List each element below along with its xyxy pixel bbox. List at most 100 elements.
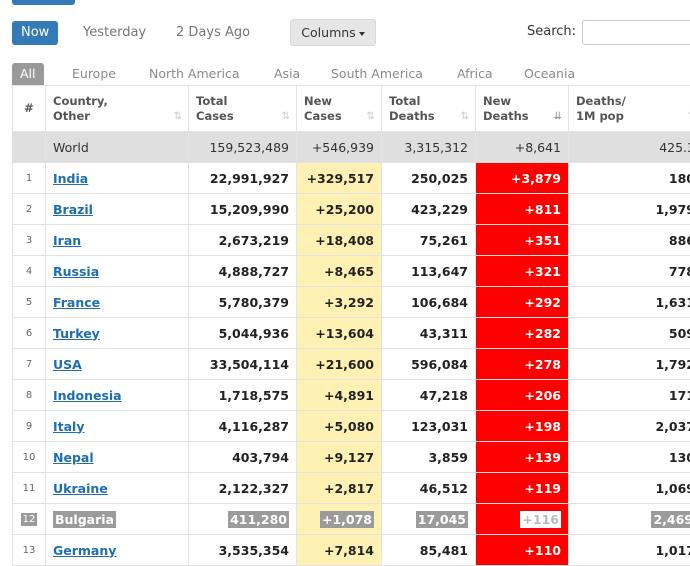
country-link[interactable]: Iran — [53, 233, 81, 248]
total-deaths-cell-text: 85,481 — [420, 543, 468, 558]
new-deaths-cell: +321 — [476, 256, 569, 287]
deaths-per-1m-cell: 130 — [569, 442, 690, 473]
country-link[interactable]: Germany — [53, 543, 116, 558]
country-link[interactable]: Brazil — [53, 202, 93, 217]
header-deaths-per-1m-label: Deaths/1M pop — [576, 94, 626, 123]
row-rank-text: 12 — [23, 514, 36, 525]
header-deaths-per-1m[interactable]: Deaths/1M pop⇅ — [569, 86, 690, 132]
deaths-per-1m-cell-text: 1,792 — [655, 357, 690, 372]
deaths-per-1m-cell-text: 778 — [669, 264, 690, 279]
total-deaths-cell: 250,025 — [382, 163, 476, 194]
hidden-top-button[interactable] — [12, 0, 75, 5]
row-rank-text: 4 — [26, 266, 32, 277]
tab-all[interactable]: All — [12, 63, 44, 85]
tab-2-days-ago[interactable]: 2 Days Ago — [167, 21, 259, 45]
country-cell: France — [46, 287, 189, 318]
world-deaths-per-1m: 425.3 — [569, 132, 690, 163]
total-cases-cell: 22,991,927 — [189, 163, 297, 194]
total-deaths-cell-text: 17,045 — [418, 512, 466, 527]
world-rank — [13, 132, 46, 163]
country-cell: Ukraine — [46, 473, 189, 504]
row-rank: 3 — [13, 225, 46, 256]
header-rank[interactable]: # — [13, 86, 46, 132]
tab-europe[interactable]: Europe — [64, 63, 124, 85]
sort-desc-icon: ⇊ — [554, 109, 562, 124]
country-link[interactable]: Ukraine — [53, 481, 108, 496]
new-cases-cell: +13,604 — [297, 318, 382, 349]
country-link[interactable]: Russia — [53, 264, 99, 279]
new-cases-cell: +25,200 — [297, 194, 382, 225]
total-deaths-cell: 113,647 — [382, 256, 476, 287]
row-rank-text: 13 — [23, 545, 36, 556]
deaths-per-1m-cell-text: 180 — [669, 171, 690, 186]
total-cases-cell-text: 33,504,114 — [210, 357, 289, 372]
world-total-deaths: 3,315,312 — [382, 132, 476, 163]
search-input[interactable] — [582, 20, 690, 45]
total-deaths-cell-text: 3,859 — [428, 450, 468, 465]
deaths-per-1m-cell-text: 171 — [669, 388, 690, 403]
new-deaths-cell-text: +292 — [524, 295, 561, 310]
deaths-per-1m-cell: 778 — [569, 256, 690, 287]
new-deaths-cell: +811 — [476, 194, 569, 225]
selection-highlight: +1,078 — [320, 511, 374, 528]
country-link[interactable]: Turkey — [53, 326, 100, 341]
tab-yesterday[interactable]: Yesterday — [74, 21, 155, 45]
total-cases-cell-text: 1,718,575 — [219, 388, 289, 403]
country-link[interactable]: Indonesia — [53, 388, 122, 403]
header-country[interactable]: Country,Other⇅ — [46, 86, 189, 132]
new-cases-cell-text: +1,078 — [322, 512, 372, 527]
total-cases-cell: 403,794 — [189, 442, 297, 473]
deaths-per-1m-cell: 1,979 — [569, 194, 690, 225]
row-rank: 10 — [13, 442, 46, 473]
total-deaths-cell-text: 113,647 — [411, 264, 468, 279]
new-cases-cell-text: +329,517 — [307, 171, 374, 186]
new-deaths-cell-text: +198 — [524, 419, 561, 434]
tab-asia[interactable]: Asia — [266, 63, 308, 85]
country-link[interactable]: France — [53, 295, 100, 310]
new-cases-cell: +5,080 — [297, 411, 382, 442]
tab-south-america[interactable]: South America — [323, 63, 431, 85]
table-body: World 159,523,489 +546,939 3,315,312 +8,… — [13, 132, 690, 566]
tab-now[interactable]: Now — [12, 21, 58, 45]
total-cases-cell: 4,116,287 — [189, 411, 297, 442]
deaths-per-1m-cell: 1,792 — [569, 349, 690, 380]
country-link[interactable]: Italy — [53, 419, 85, 434]
tab-oceania[interactable]: Oceania — [516, 63, 583, 85]
sort-icon: ⇅ — [367, 109, 375, 124]
row-rank: 11 — [13, 473, 46, 504]
columns-button[interactable]: Columns — [290, 19, 376, 46]
country-link[interactable]: Bulgaria — [55, 512, 114, 527]
total-deaths-cell-text: 423,229 — [411, 202, 468, 217]
deaths-per-1m-cell: 886 — [569, 225, 690, 256]
total-cases-cell: 33,504,114 — [189, 349, 297, 380]
deaths-per-1m-cell-text: 886 — [669, 233, 690, 248]
tab-north-america[interactable]: North America — [141, 63, 248, 85]
country-link[interactable]: Nepal — [53, 450, 94, 465]
new-deaths-cell: +110 — [476, 535, 569, 566]
row-rank: 12 — [13, 504, 46, 535]
tab-africa[interactable]: Africa — [449, 63, 501, 85]
new-cases-cell: +9,127 — [297, 442, 382, 473]
row-rank-text: 8 — [26, 390, 32, 401]
total-deaths-cell: 3,859 — [382, 442, 476, 473]
row-rank: 5 — [13, 287, 46, 318]
new-deaths-cell-text: +351 — [524, 233, 561, 248]
country-link[interactable]: India — [53, 171, 88, 186]
columns-button-label: Columns — [301, 25, 355, 40]
total-cases-cell: 5,780,379 — [189, 287, 297, 318]
total-deaths-cell: 43,311 — [382, 318, 476, 349]
country-link[interactable]: USA — [53, 357, 82, 372]
new-cases-cell: +3,292 — [297, 287, 382, 318]
new-deaths-cell: +119 — [476, 473, 569, 504]
new-cases-cell-text: +25,200 — [315, 202, 374, 217]
deaths-per-1m-cell-text: 1,631 — [655, 295, 690, 310]
